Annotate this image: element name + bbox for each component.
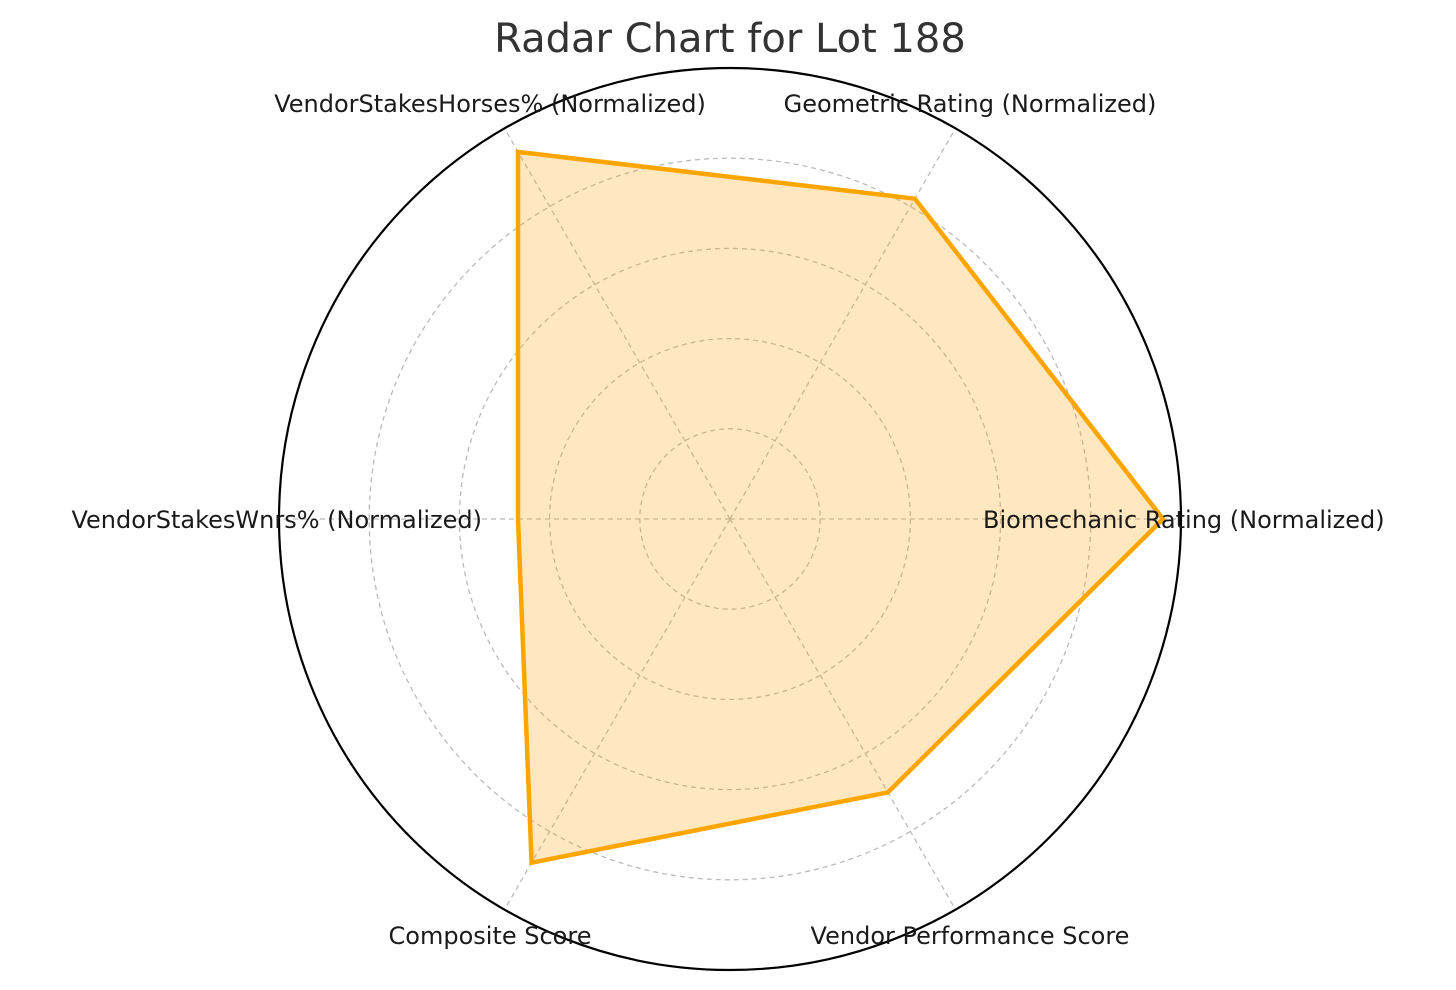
axis-label-3: VendorStakesHorses% (Normalized) xyxy=(274,90,706,118)
axis-label-6: Vendor Performance Score xyxy=(811,922,1130,950)
chart-title: Radar Chart for Lot 188 xyxy=(494,16,966,62)
axis-label-5: Composite Score xyxy=(389,922,592,950)
outer-frame xyxy=(277,66,1183,972)
grid-layer xyxy=(277,66,1183,972)
grid-spoke-2 xyxy=(729,128,957,520)
axis-label-1: Biomechanic Rating (Normalized) xyxy=(983,506,1385,534)
axis-label-4: VendorStakesWnrs% (Normalized) xyxy=(71,506,482,534)
axis-labels: Biomechanic Rating (Normalized) Geometric… xyxy=(71,90,1384,950)
grid-spoke-5 xyxy=(503,518,731,910)
series-layer xyxy=(515,149,1166,866)
series-area xyxy=(518,151,1163,863)
grid-spoke-3 xyxy=(503,128,731,520)
grid-spoke-6 xyxy=(729,518,957,910)
axis-label-2: Geometric Rating (Normalized) xyxy=(784,90,1157,118)
